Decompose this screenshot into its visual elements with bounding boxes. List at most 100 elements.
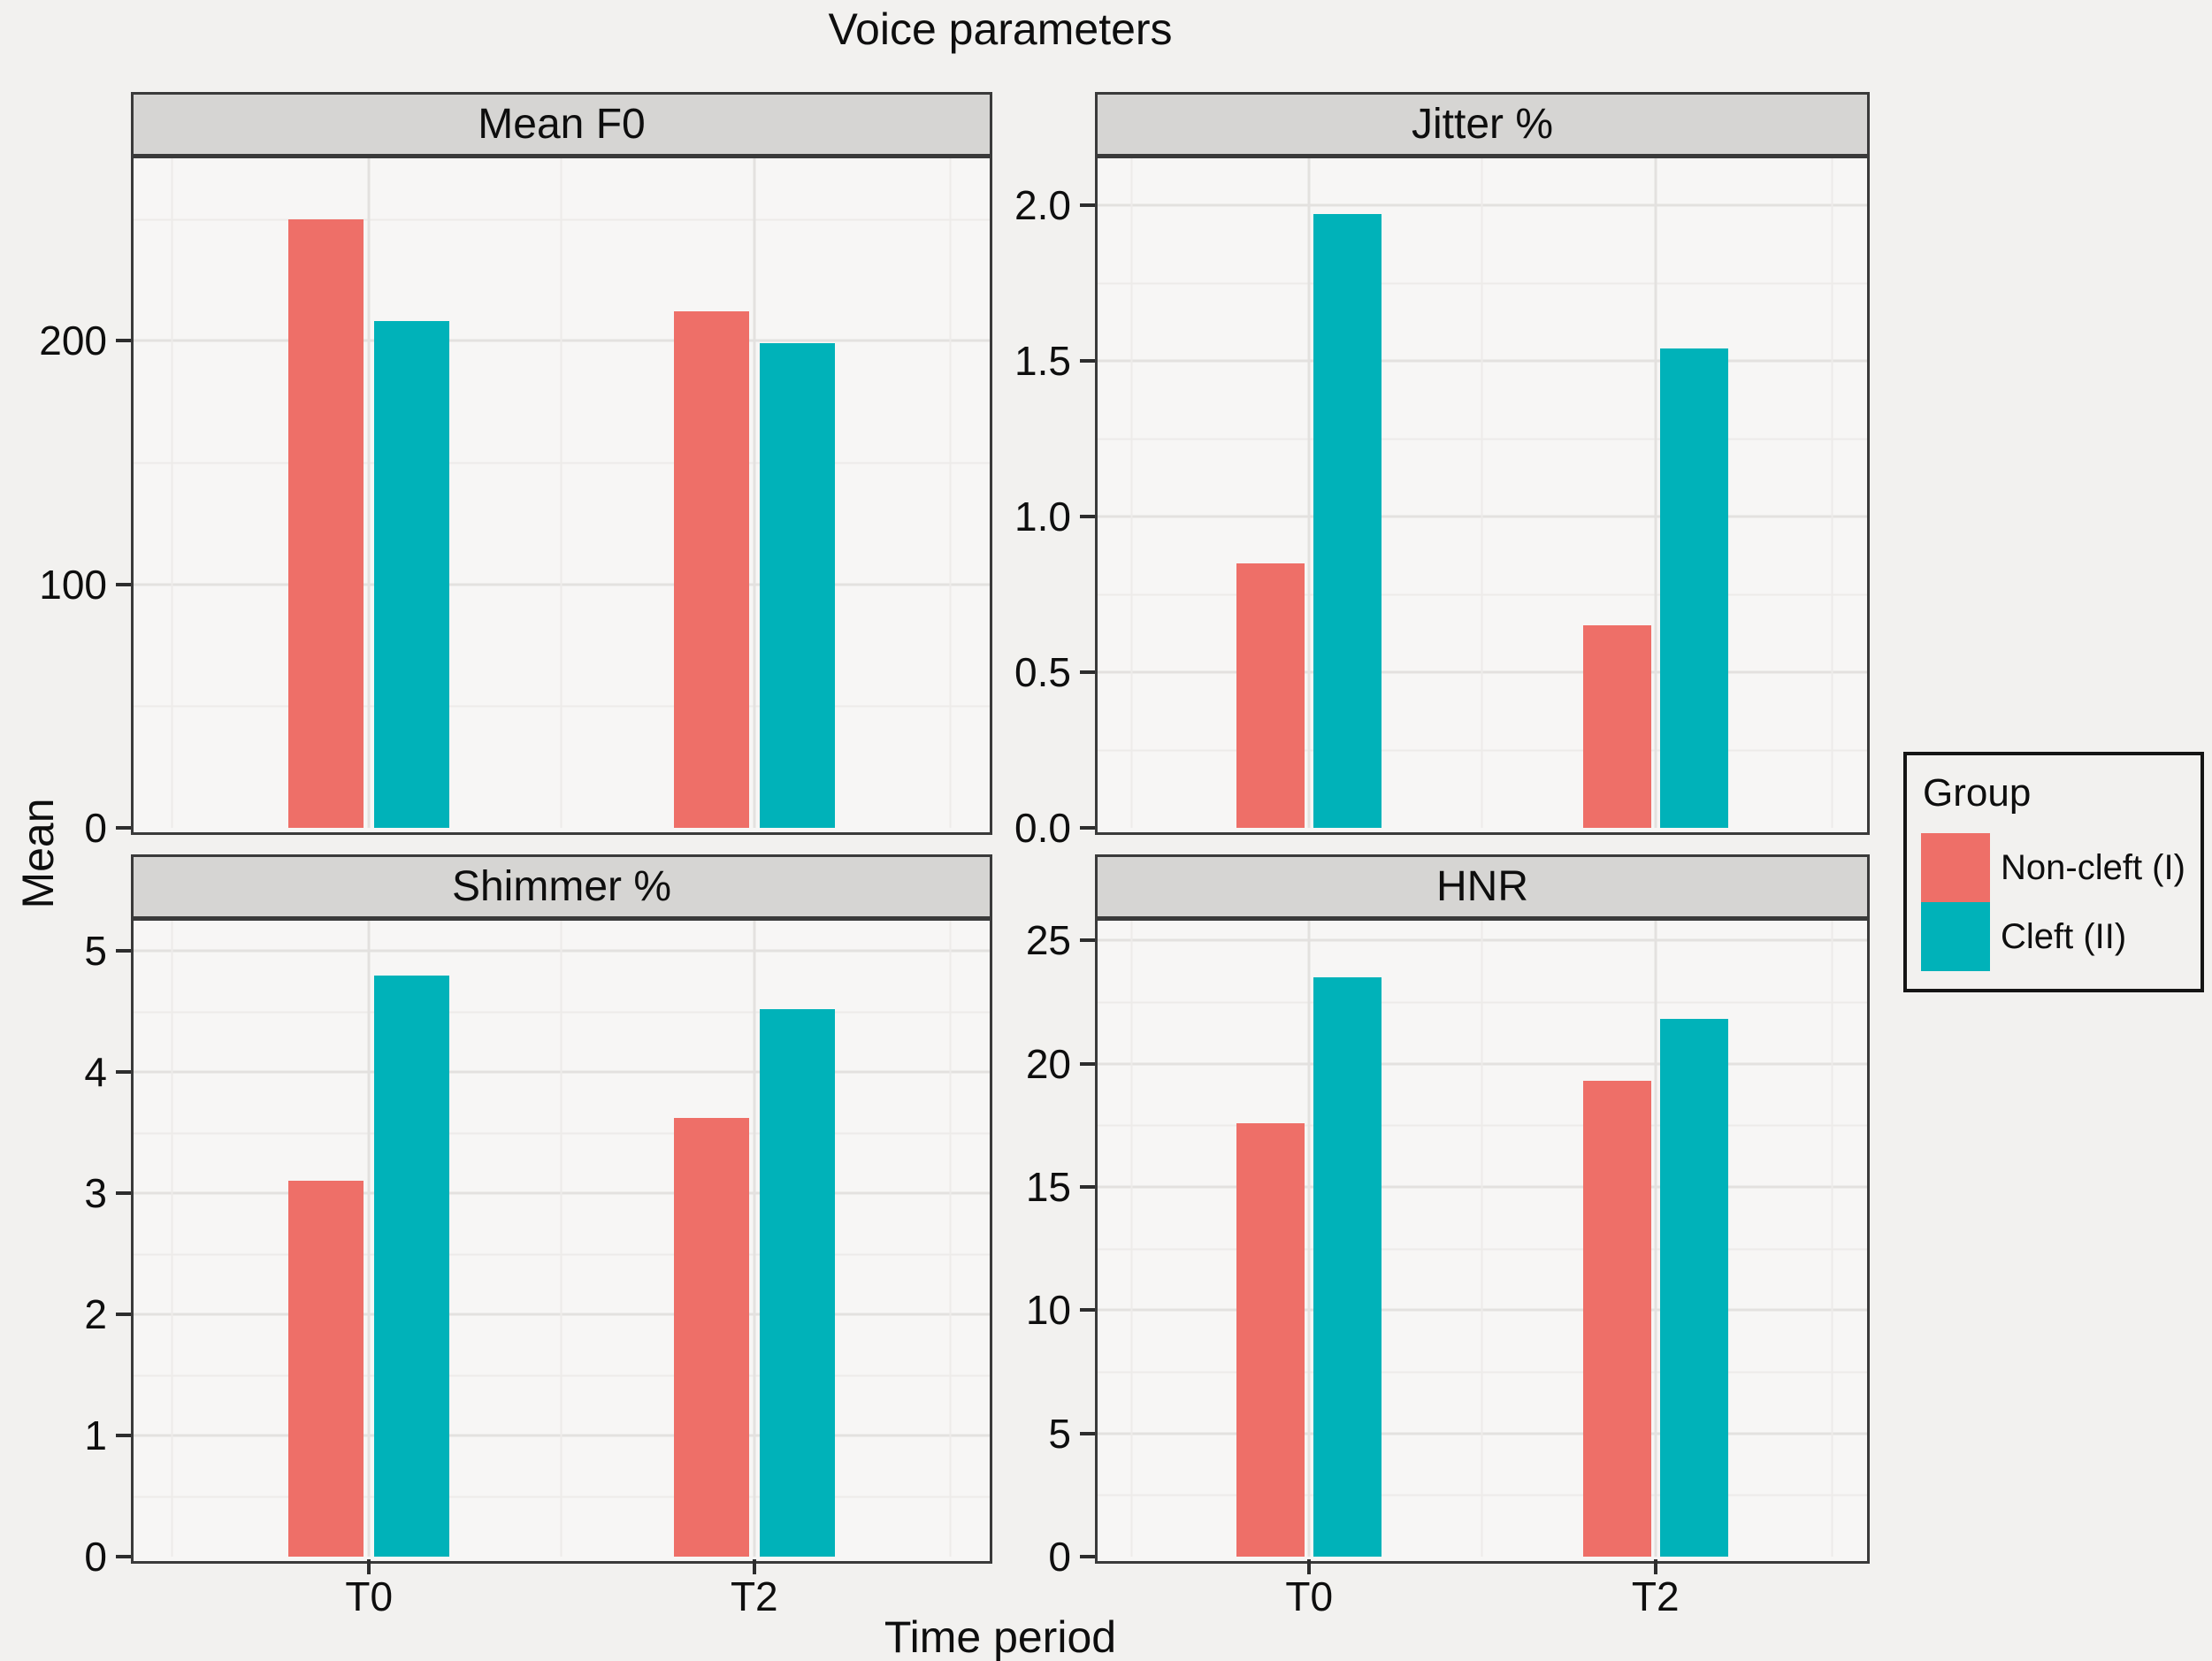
x-tick-mark [367,1559,371,1574]
bar-cleft-t0 [1313,977,1382,1557]
y-tick-label: 0 [1048,1534,1071,1580]
bar-cleft-t2 [759,1008,835,1557]
plot-area-jitter: 0.0 0.5 1.0 1.5 2.0 [1014,158,1867,848]
legend-swatch-cleft [1921,902,1990,971]
legend-item-cleft: Cleft (II) [1921,902,2186,971]
y-tick-mark [116,1434,131,1438]
x-gridline-minor [949,921,952,1557]
y-tick-mark [1080,1308,1095,1313]
y-tick-mark [116,582,131,586]
y-tick-mark [1080,670,1095,674]
x-gridline-minor [560,921,563,1557]
y-tick-mark [116,949,131,953]
facet-strip-mean-f0: Mean F0 [134,95,990,158]
y-tick-mark [116,339,131,343]
x-gridline-minor [1130,158,1133,828]
bar-non-cleft-t0 [1236,1122,1305,1557]
y-tick-mark [116,826,131,830]
x-tick-label: T0 [345,1573,394,1619]
bar-non-cleft-t0 [288,1181,364,1557]
y-tick-mark [116,1555,131,1558]
x-gridline-minor [949,158,952,828]
y-tick-label: 2.0 [1014,181,1071,228]
x-gridline-major [367,921,371,1557]
facet-strip-label: Jitter % [1411,101,1554,148]
legend-title: Group [1923,771,2032,815]
legend: Group Non-cleft (I) Cleft (II) [1903,752,2204,992]
legend-swatch-non-cleft [1921,833,1990,902]
y-tick-label: 15 [1025,1163,1071,1210]
legend-label-non-cleft: Non-cleft (I) [2001,847,2185,887]
bar-non-cleft-t2 [673,1118,749,1557]
bar-non-cleft-t2 [673,311,749,828]
x-tick-mark [1653,1559,1657,1574]
y-tick-label: 100 [39,561,107,608]
y-tick-label: 1.5 [1014,337,1071,384]
y-tick-mark [1080,203,1095,207]
bar-cleft-t0 [374,975,450,1557]
y-tick-label: 2 [84,1291,107,1338]
y-tick-mark [116,1070,131,1075]
y-tick-mark [1080,826,1095,830]
facet-strip-label: Shimmer % [451,863,672,910]
y-tick-label: 0.0 [1014,805,1071,851]
y-tick-label: 25 [1025,917,1071,964]
x-gridline-major [1307,921,1311,1557]
x-gridline-minor [1831,158,1833,828]
y-tick-mark [116,1191,131,1196]
y-tick-label: 0.5 [1014,648,1071,695]
y-tick-label: 5 [84,928,107,975]
x-tick-label: T2 [1631,1573,1680,1619]
bar-cleft-t2 [1659,348,1728,828]
x-gridline-major [753,921,756,1557]
x-gridline-minor [1481,921,1483,1557]
facet-strip-label: Mean F0 [478,101,646,148]
x-gridline-minor [1130,921,1133,1557]
y-tick-mark [1080,1555,1095,1558]
y-tick-label: 200 [39,318,107,364]
bar-non-cleft-t2 [1582,1081,1651,1557]
facet-strip-hnr: HNR [1098,857,1867,921]
y-tick-label: 0 [84,805,107,851]
y-tick-label: 20 [1025,1040,1071,1087]
x-gridline-minor [1481,158,1483,828]
facet-strip-label: HNR [1436,863,1528,910]
plot-area-hnr: 0 5 10 15 20 25 T0 T2 [1026,920,1867,1617]
bar-cleft-t2 [759,343,835,828]
facet-strip-shimmer: Shimmer % [134,857,990,921]
x-gridline-major [753,158,756,828]
y-tick-label: 1 [84,1412,107,1459]
x-gridline-minor [171,158,173,828]
bar-cleft-t0 [1313,214,1382,828]
y-tick-mark [116,1313,131,1317]
x-gridline-major [1654,158,1657,828]
y-tick-label: 0 [84,1534,107,1580]
y-tick-label: 5 [1048,1410,1071,1457]
plot-area-shimmer: 0 1 2 3 4 5 T0 T2 [84,921,990,1617]
x-tick-mark [752,1559,756,1574]
y-tick-mark [1080,1184,1095,1189]
chart-title: Voice parameters [828,4,1173,54]
x-tick-label: T2 [730,1573,778,1619]
legend-label-cleft: Cleft (II) [2001,916,2127,956]
y-tick-label: 4 [84,1049,107,1096]
bar-non-cleft-t2 [1582,625,1651,828]
y-tick-mark [1080,514,1095,518]
panel-hnr: HNR 0 5 10 15 20 25 T0 T2 [1026,854,1870,1617]
y-tick-mark [1080,1431,1095,1435]
y-tick-mark [1080,938,1095,943]
bar-non-cleft-t0 [288,218,364,828]
x-tick-mark [1307,1559,1312,1574]
x-axis-title: Time period [884,1612,1117,1661]
facet-strip-jitter: Jitter % [1098,95,1867,158]
panel-mean-f0: Mean F0 0 100 200 [39,92,992,848]
panel-shimmer: Shimmer % 0 1 2 3 4 5 T0 T2 [84,854,992,1617]
y-tick-label: 10 [1025,1287,1071,1334]
x-gridline-major [1307,158,1311,828]
bar-cleft-t2 [1659,1019,1728,1557]
legend-item-non-cleft: Non-cleft (I) [1921,833,2186,902]
y-tick-mark [1080,358,1095,363]
plot-area-mean-f0: 0 100 200 [39,158,990,848]
y-tick-label: 1.0 [1014,493,1071,540]
